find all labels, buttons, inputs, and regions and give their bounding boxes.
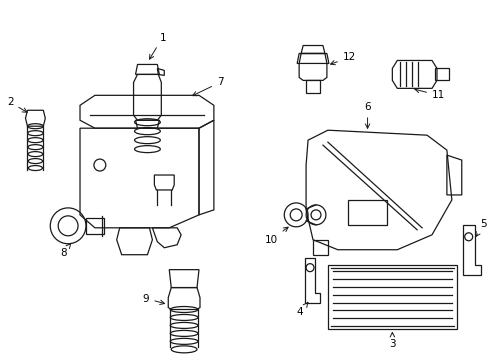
Bar: [327, 265, 456, 329]
Text: 1: 1: [149, 32, 165, 59]
Text: 6: 6: [364, 102, 370, 128]
Text: 11: 11: [414, 88, 445, 100]
Text: 9: 9: [142, 293, 164, 305]
Text: 7: 7: [192, 77, 223, 96]
Text: 4: 4: [296, 302, 307, 318]
Text: 8: 8: [60, 243, 71, 258]
Text: 12: 12: [330, 53, 355, 65]
Text: 10: 10: [264, 227, 287, 245]
Text: 2: 2: [7, 97, 27, 112]
Text: 3: 3: [388, 333, 395, 349]
Text: 5: 5: [475, 219, 486, 237]
